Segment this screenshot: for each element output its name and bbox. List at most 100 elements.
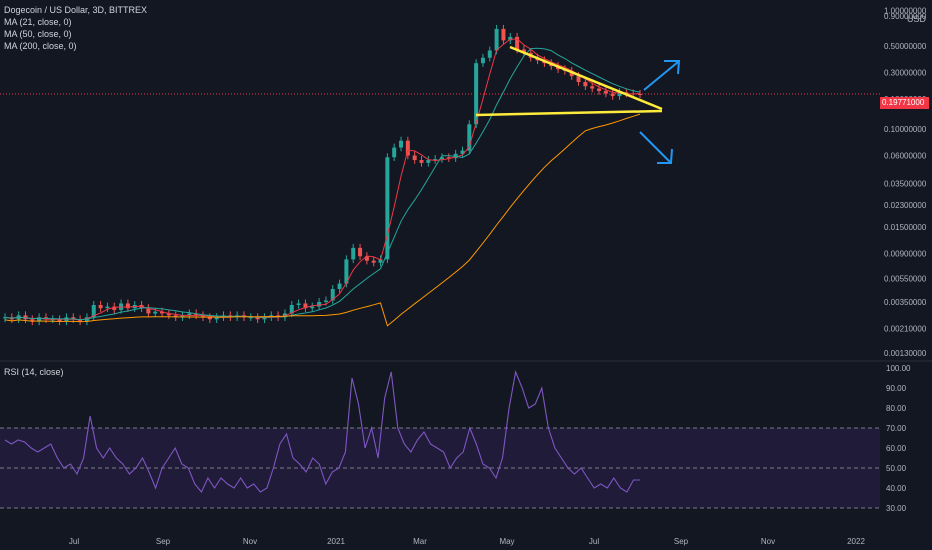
candle-body (439, 157, 444, 160)
time-tick-label: 2022 (847, 537, 865, 546)
rsi-axis: 100.00 90.00 80.00 70.00 60.00 50.00 40.00 30.0… (886, 364, 911, 513)
candle-body (385, 157, 390, 260)
candle-body (405, 140, 410, 156)
time-tick-label: Nov (243, 537, 257, 546)
price-tick-label: 0.03500000 (884, 179, 927, 188)
candle-body (494, 28, 499, 51)
time-tick-label: Jul (589, 537, 599, 546)
candle-body (624, 92, 629, 94)
candle-body (337, 283, 342, 290)
time-tick-label: Sep (674, 537, 689, 546)
candle-body (105, 306, 110, 309)
triangle-upper-line (509, 45, 663, 111)
candle-body (487, 50, 492, 58)
candle-body (521, 49, 526, 53)
candle-body (474, 63, 479, 125)
rsi-tick-label: 60.00 (886, 444, 907, 453)
candle-body (98, 304, 103, 309)
rsi-series-line (4, 370, 640, 494)
candle-body (610, 93, 615, 97)
candle-body (467, 124, 472, 151)
rsi-tick-label: 100.00 (886, 364, 911, 373)
candle-body (71, 317, 76, 320)
price-tick-label: 0.00350000 (884, 298, 927, 307)
arrow-up-line (643, 61, 679, 91)
ma-line (4, 38, 641, 321)
candle-body (323, 300, 328, 302)
candle-body (194, 313, 199, 316)
candle-body (248, 317, 253, 319)
time-axis: Jul Sep Nov 2021 Mar May Jul Sep Nov 2022 (69, 537, 866, 546)
price-tick-label: 1.00000000 (884, 7, 927, 16)
candle-body (358, 247, 363, 257)
candle-body (392, 147, 397, 158)
price-tick-label: 0.00550000 (884, 275, 927, 284)
candle-body (330, 289, 335, 301)
moving-averages (4, 38, 641, 327)
triangle-lower-line (475, 109, 663, 117)
candle-body (364, 256, 369, 261)
candle-body (597, 88, 602, 91)
candle-body (460, 150, 465, 154)
candle-body (310, 306, 315, 309)
rsi-band (0, 360, 932, 509)
rsi-label: RSI (14, close) (4, 367, 64, 377)
candle-body (399, 140, 404, 148)
time-tick-label: 2021 (327, 537, 345, 546)
arrow-down-head (657, 148, 673, 164)
ma200-label: MA (200, close, 0) (4, 41, 77, 51)
candle-body (57, 319, 62, 322)
ma21-label: MA (21, close, 0) (4, 17, 72, 27)
candle-body (317, 301, 322, 307)
candle-body (617, 92, 622, 97)
annotations (475, 45, 681, 164)
ma50-label: MA (50, close, 0) (4, 29, 72, 39)
candle-body (515, 36, 520, 50)
candle-body (180, 315, 185, 318)
arrow-down-line (639, 131, 671, 163)
candle-body (303, 303, 308, 309)
rsi-zone (0, 428, 880, 508)
candle-body (30, 319, 35, 322)
price-tick-label: 0.06000000 (884, 152, 927, 161)
candle-body (146, 308, 151, 314)
candle-body (508, 36, 513, 41)
candle-body (371, 260, 376, 263)
candle-body (37, 317, 42, 322)
candle-body (426, 159, 431, 163)
candle-body (125, 303, 130, 309)
price-tick-label: 0.01500000 (884, 223, 927, 232)
candle-body (255, 317, 260, 320)
candle-body (91, 304, 96, 318)
currency-label: USD (906, 14, 926, 24)
price-tick-label: 0.00210000 (884, 324, 927, 333)
candle-body (583, 81, 588, 87)
time-tick-label: Sep (156, 537, 171, 546)
candle-body (289, 304, 294, 314)
rsi-tick-label: 70.00 (886, 424, 907, 433)
candle-body (603, 90, 608, 94)
candle-body (590, 86, 595, 89)
price-tick-label: 0.02300000 (884, 201, 927, 210)
candle-body (344, 259, 349, 284)
candle-body (50, 319, 55, 321)
price-tick-label: 0.00130000 (884, 349, 927, 358)
price-tick-label: 0.10000000 (884, 125, 927, 134)
last-price-tag: 0.19771000 (880, 97, 929, 109)
arrow-up-head (664, 60, 681, 75)
candle-body (638, 93, 642, 95)
price-tick-label: 0.50000000 (884, 42, 927, 51)
time-tick-label: Jul (69, 537, 79, 546)
candle-body (433, 159, 438, 161)
rsi-tick-label: 90.00 (886, 384, 907, 393)
candle-body (412, 155, 417, 160)
candle-body (112, 306, 117, 310)
candle-body (166, 313, 171, 316)
time-tick-label: Nov (761, 537, 775, 546)
price-tick-label: 0.30000000 (884, 69, 927, 78)
rsi-tick-label: 40.00 (886, 484, 907, 493)
candle-body (160, 311, 165, 314)
candle-body (446, 157, 451, 159)
candle-body (201, 315, 206, 318)
